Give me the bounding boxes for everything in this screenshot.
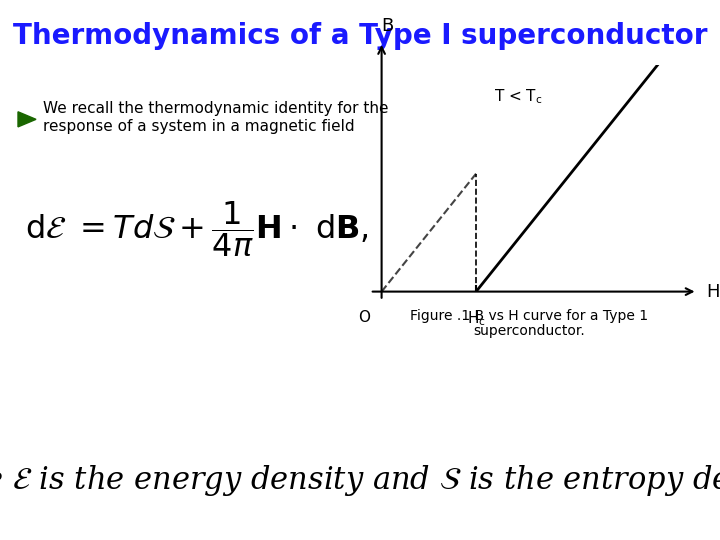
Text: response of a system in a magnetic field: response of a system in a magnetic field [43, 119, 355, 134]
Text: superconductor.: superconductor. [473, 324, 585, 338]
Polygon shape [18, 112, 36, 127]
Text: O: O [358, 310, 370, 325]
Text: B: B [382, 17, 394, 35]
Text: Figure .1 B vs H curve for a Type 1: Figure .1 B vs H curve for a Type 1 [410, 309, 648, 323]
Text: H: H [706, 282, 720, 301]
Text: d$\mathcal{E}$ $= Td\mathcal{S} + \dfrac{1}{4\pi}$$\mathbf{H} \cdot$ d$\mathbf{B: d$\mathcal{E}$ $= Td\mathcal{S} + \dfrac… [25, 199, 369, 260]
Text: Thermodynamics of a Type I superconductor: Thermodynamics of a Type I superconducto… [13, 22, 707, 50]
Text: T < T$_\mathrm{c}$: T < T$_\mathrm{c}$ [494, 87, 542, 106]
Text: where $\mathcal{E}$ is the energy density and $\mathcal{S}$ is the entropy densi: where $\mathcal{E}$ is the energy densit… [0, 463, 720, 498]
Text: We recall the thermodynamic identity for the: We recall the thermodynamic identity for… [43, 100, 389, 116]
Text: H$_\mathrm{c}$: H$_\mathrm{c}$ [467, 310, 485, 328]
